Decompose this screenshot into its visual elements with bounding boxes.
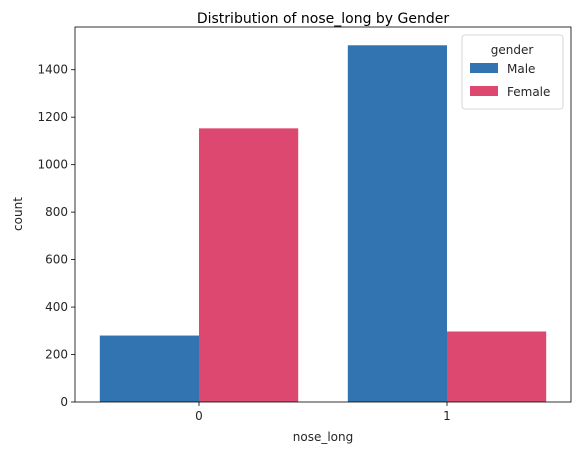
y-tick-label: 400 — [45, 300, 68, 314]
bar-female-1 — [447, 332, 546, 402]
legend-swatch-female — [470, 86, 498, 96]
chart-title: Distribution of nose_long by Gender — [197, 11, 450, 27]
bar-female-0 — [199, 128, 298, 402]
legend-swatch-male — [470, 63, 498, 73]
y-axis-label: count — [11, 197, 25, 231]
x-tick-label: 1 — [443, 409, 451, 423]
y-axis: 0 200 400 600 800 1000 1200 1400 — [37, 63, 75, 409]
x-axis-label: nose_long — [293, 430, 353, 444]
y-tick-label: 1400 — [37, 63, 68, 77]
bar-male-0 — [100, 336, 199, 402]
y-tick-label: 600 — [45, 253, 68, 267]
legend: gender Male Female — [462, 35, 563, 109]
legend-label-male: Male — [507, 62, 535, 76]
legend-label-female: Female — [507, 85, 550, 99]
bar-male-1 — [348, 45, 447, 402]
y-tick-label: 800 — [45, 205, 68, 219]
y-tick-label: 200 — [45, 348, 68, 362]
y-tick-label: 1000 — [37, 158, 68, 172]
x-tick-label: 0 — [195, 409, 203, 423]
y-tick-label: 0 — [60, 395, 68, 409]
y-tick-label: 1200 — [37, 110, 68, 124]
legend-title: gender — [491, 43, 534, 57]
